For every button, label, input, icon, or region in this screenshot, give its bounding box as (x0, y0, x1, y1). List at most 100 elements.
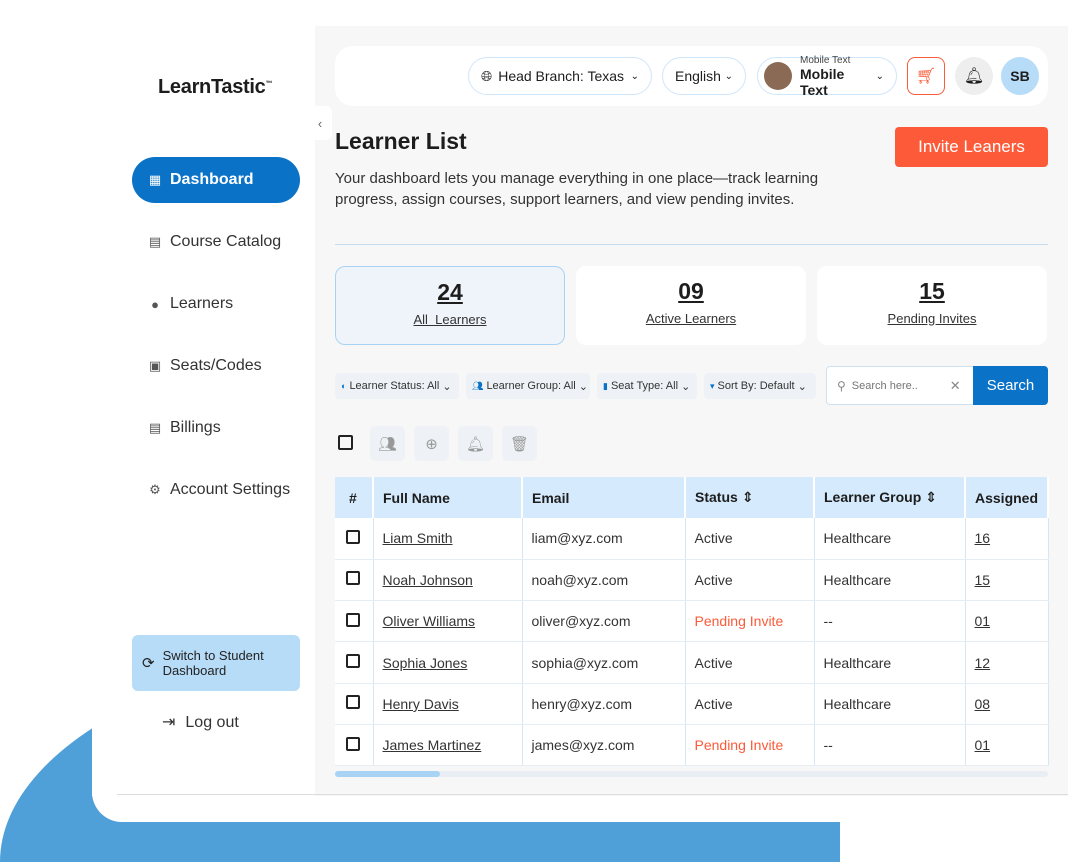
clear-icon[interactable]: ✕ (949, 377, 961, 393)
stat-value: 24 (437, 279, 463, 305)
search-box: ⚲ ✕ Search (826, 366, 1048, 405)
language-dropdown[interactable]: English ⌄ (662, 57, 746, 95)
divider (117, 794, 1068, 795)
chevron-down-icon: ⌄ (875, 70, 884, 82)
cart-button[interactable]: 🛒︎ (907, 57, 945, 95)
row-checkbox[interactable] (346, 529, 360, 544)
bell-icon: 🔔︎ (465, 435, 486, 453)
notifications-button[interactable]: 🔔︎ (955, 57, 993, 95)
learner-group-filter[interactable]: 👥︎ Learner Group: All ⌄ (466, 373, 590, 399)
learner-name-link[interactable]: Oliver Williams (373, 600, 523, 643)
learner-name[interactable]: Oliver Williams (382, 613, 476, 630)
main-content: 🌐︎ Head Branch: Texas ⌄ English ⌄ Mobile Te… (315, 26, 1068, 796)
assigned-cell[interactable]: 12 (965, 641, 1049, 684)
chevron-down-icon: ⌄ (630, 70, 639, 82)
learner-name-link[interactable]: Liam Smith (373, 518, 523, 560)
scrollbar-thumb[interactable] (335, 771, 440, 777)
logout-label: Log out (185, 714, 239, 731)
sort-by-filter[interactable]: ▾ Sort By: Default ⌄ (704, 373, 816, 399)
email-cell: sophia@xyz.com (522, 641, 686, 684)
user-avatar[interactable]: SB (1001, 57, 1039, 95)
col-header-learner-group[interactable]: Learner Group ⇕ (814, 477, 966, 518)
sidebar-item-dashboard[interactable]: ▦ Dashboard (132, 157, 300, 203)
table-row: Oliver Williams oliver@xyz.com Pending I… (335, 600, 1049, 643)
assign-group-button[interactable]: 👥︎ (370, 426, 405, 461)
learner-table: # Full Name Email Status ⇕ Learner Group… (335, 477, 1049, 767)
branch-dropdown[interactable]: 🌐︎ Head Branch: Texas ⌄ (468, 57, 652, 95)
invite-learners-button[interactable]: Invite Leaners (895, 127, 1048, 167)
page-title: Learner List (335, 128, 467, 154)
badge-icon: ▣ (148, 358, 162, 373)
assigned-cell[interactable]: 08 (965, 683, 1049, 725)
cart-icon: 🛒︎ (915, 68, 937, 85)
list-icon: ▤ (148, 234, 162, 249)
assigned-link[interactable]: 08 (974, 695, 991, 712)
nav-label: Account Settings (170, 481, 291, 498)
assigned-cell[interactable]: 15 (965, 559, 1049, 602)
sidebar-item-billings[interactable]: ▤ Billings (132, 405, 300, 451)
assigned-cell[interactable]: 16 (965, 518, 1049, 560)
search-icon: ⚲ (837, 378, 846, 393)
assigned-link[interactable]: 12 (974, 654, 991, 671)
horizontal-scrollbar[interactable] (335, 771, 1048, 777)
stat-pending-invites[interactable]: 15 Pending Invites (817, 266, 1047, 345)
select-all-checkbox[interactable] (338, 435, 353, 450)
row-checkbox[interactable] (346, 695, 360, 710)
assigned-link[interactable]: 16 (974, 530, 991, 547)
sidebar-item-account-settings[interactable]: ⚙ Account Settings (132, 467, 300, 513)
stat-value: 09 (678, 278, 704, 304)
assigned-cell[interactable]: 01 (965, 600, 1049, 643)
switch-dashboard-button[interactable]: ⟳ Switch to Student Dashboard (132, 635, 300, 691)
learner-name[interactable]: James Martinez (382, 737, 482, 754)
bell-icon: 🔔︎ (963, 68, 985, 85)
switch-label: Switch to Student Dashboard (162, 648, 264, 678)
row-select-cell (335, 559, 374, 602)
group-cell: Healthcare (814, 518, 966, 560)
group-cell: -- (814, 600, 966, 643)
search-button[interactable]: Search (973, 366, 1048, 405)
row-checkbox[interactable] (346, 612, 360, 627)
add-button[interactable]: ⊕ (414, 426, 449, 461)
assigned-cell[interactable]: 01 (965, 724, 1049, 767)
stat-label: All Learners (413, 312, 487, 327)
search-input[interactable] (851, 379, 942, 392)
row-checkbox[interactable] (346, 736, 360, 751)
notify-button[interactable]: 🔔︎ (458, 426, 493, 461)
assigned-link[interactable]: 01 (974, 737, 991, 754)
stat-all-learners[interactable]: 24 All Learners (335, 266, 565, 345)
learner-name[interactable]: Noah Johnson (382, 571, 473, 588)
learner-name-link[interactable]: Henry Davis (373, 683, 523, 725)
learner-name[interactable]: Sophia Jones (382, 654, 468, 671)
group-cell: Healthcare (814, 641, 966, 684)
seat-type-filter[interactable]: ▮ Seat Type: All ⌄ (597, 373, 697, 399)
learner-name[interactable]: Henry Davis (382, 695, 459, 712)
sort-icon: ⇕ (741, 489, 754, 505)
sidebar-item-learners[interactable]: ● Learners (132, 281, 300, 327)
assigned-link[interactable]: 15 (974, 571, 991, 588)
assigned-link[interactable]: 01 (974, 613, 991, 630)
status-cell: Active (685, 683, 815, 725)
status-cell: Active (685, 641, 815, 684)
col-header-status[interactable]: Status ⇕ (685, 477, 815, 518)
document-icon: ▤ (148, 420, 162, 435)
collapse-sidebar-button[interactable]: ‹ (308, 106, 332, 140)
email-cell: james@xyz.com (522, 724, 686, 767)
learner-name-link[interactable]: James Martinez (373, 724, 523, 767)
row-checkbox[interactable] (346, 654, 360, 669)
stat-active-learners[interactable]: 09 Active Learners (576, 266, 806, 345)
profile-dropdown[interactable]: Mobile Text Mobile Text ⌄ (757, 55, 897, 98)
sidebar: LearnTastic™ ▦ Dashboard ▤ Course Catalog … (92, 26, 315, 796)
logout-button[interactable]: ⇥ Log out (162, 712, 239, 732)
gear-icon: ⚙ (149, 482, 161, 497)
nav-label: Billings (170, 419, 221, 436)
learner-name[interactable]: Liam Smith (382, 530, 453, 547)
row-checkbox[interactable] (346, 571, 360, 586)
learner-status-filter[interactable]: ◐ Learner Status: All ⌄ (335, 373, 459, 399)
learner-name-link[interactable]: Noah Johnson (373, 559, 523, 602)
logo: LearnTastic™ (158, 76, 273, 98)
row-select-cell (335, 683, 374, 725)
sidebar-item-course-catalog[interactable]: ▤ Course Catalog (132, 219, 300, 265)
learner-name-link[interactable]: Sophia Jones (373, 641, 523, 684)
delete-button[interactable]: 🗑︎ (502, 426, 537, 461)
sidebar-item-seats-codes[interactable]: ▣ Seats/Codes (132, 343, 300, 389)
